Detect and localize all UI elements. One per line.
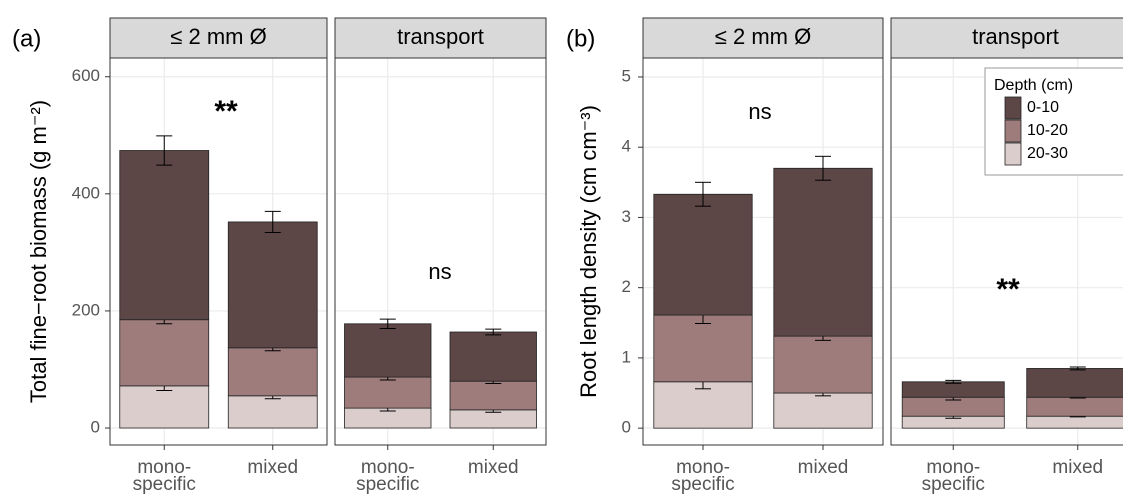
facet-title: ≤ 2 mm Ø	[170, 24, 266, 49]
bar-segment	[227, 395, 318, 429]
panel-border	[334, 57, 547, 446]
bar-segment	[1026, 396, 1123, 417]
panel-border	[109, 57, 328, 446]
annotation: ns	[748, 99, 771, 124]
y-tick-label: 200	[72, 300, 100, 319]
error-bar	[156, 135, 173, 166]
panel-border	[890, 57, 1123, 446]
bar-segment	[1026, 415, 1123, 429]
facet-title: transport	[972, 24, 1059, 49]
annotation: ns	[428, 259, 451, 284]
bar-segment	[119, 319, 210, 387]
legend-title: Depth (cm)	[994, 77, 1073, 94]
y-tick-label: 5	[622, 66, 631, 85]
bar-segment	[119, 150, 210, 321]
legend-label: 20-30	[1027, 145, 1068, 162]
error-bar	[945, 379, 962, 384]
bar-segment	[773, 167, 873, 337]
bar-segment	[449, 331, 537, 382]
bar-segment	[344, 376, 432, 409]
legend-key	[1004, 96, 1022, 120]
error-bar	[379, 318, 396, 329]
facet-title: ≤ 2 mm Ø	[715, 24, 811, 49]
y-tick-label: 2	[622, 277, 631, 296]
bar-segment	[227, 221, 318, 349]
panel-border	[642, 57, 884, 446]
x-tick-label: mixed	[247, 457, 299, 478]
bar-segment	[653, 314, 753, 383]
bar-segment	[773, 392, 873, 429]
x-tick-label: mono- specific	[671, 457, 735, 495]
y-tick-label: 4	[622, 137, 631, 156]
bar-segment	[344, 323, 432, 378]
x-tick-label: mono- specific	[356, 457, 420, 495]
x-tick-label: mixed	[1052, 457, 1104, 478]
panel-label: (a)	[12, 25, 41, 52]
error-bar	[695, 181, 711, 207]
strip	[334, 17, 547, 59]
y-tick-label: 600	[72, 66, 100, 85]
error-bar	[815, 155, 831, 181]
y-tick-label: 1	[622, 347, 631, 366]
bar-segment	[119, 385, 210, 429]
annotation: **	[996, 273, 1020, 306]
panel-label: (b)	[566, 25, 595, 52]
legend-key	[1004, 119, 1022, 143]
x-tick-label: mono- specific	[132, 457, 196, 495]
strip	[109, 17, 328, 59]
bar-segment	[653, 193, 753, 316]
x-tick-label: mixed	[467, 457, 519, 478]
bar-segment	[227, 347, 318, 397]
error-bar	[1069, 366, 1086, 371]
bar-segment	[449, 380, 537, 411]
y-tick-label: 0	[91, 418, 100, 437]
x-tick-label: mono- specific	[921, 457, 985, 495]
bar-segment	[653, 381, 753, 429]
strip	[890, 17, 1123, 59]
bar-segment	[901, 381, 1005, 398]
legend-label: 0-10	[1027, 99, 1059, 116]
bar-segment	[1026, 368, 1123, 398]
x-tick-label: mixed	[797, 457, 849, 478]
y-axis-title: Total fine−root biomass (g m⁻²)	[26, 100, 51, 403]
legend-key	[1004, 142, 1022, 166]
error-bar	[264, 210, 281, 233]
y-axis-title: Root length density (cm cm⁻³)	[576, 105, 601, 398]
y-tick-label: 3	[622, 207, 631, 226]
annotation: **	[214, 95, 238, 128]
y-tick-label: 400	[72, 183, 100, 202]
legend-label: 10-20	[1027, 122, 1068, 139]
bar-segment	[773, 335, 873, 394]
error-bar	[485, 328, 502, 336]
y-tick-label: 0	[622, 418, 631, 437]
facet-title: transport	[397, 24, 484, 49]
